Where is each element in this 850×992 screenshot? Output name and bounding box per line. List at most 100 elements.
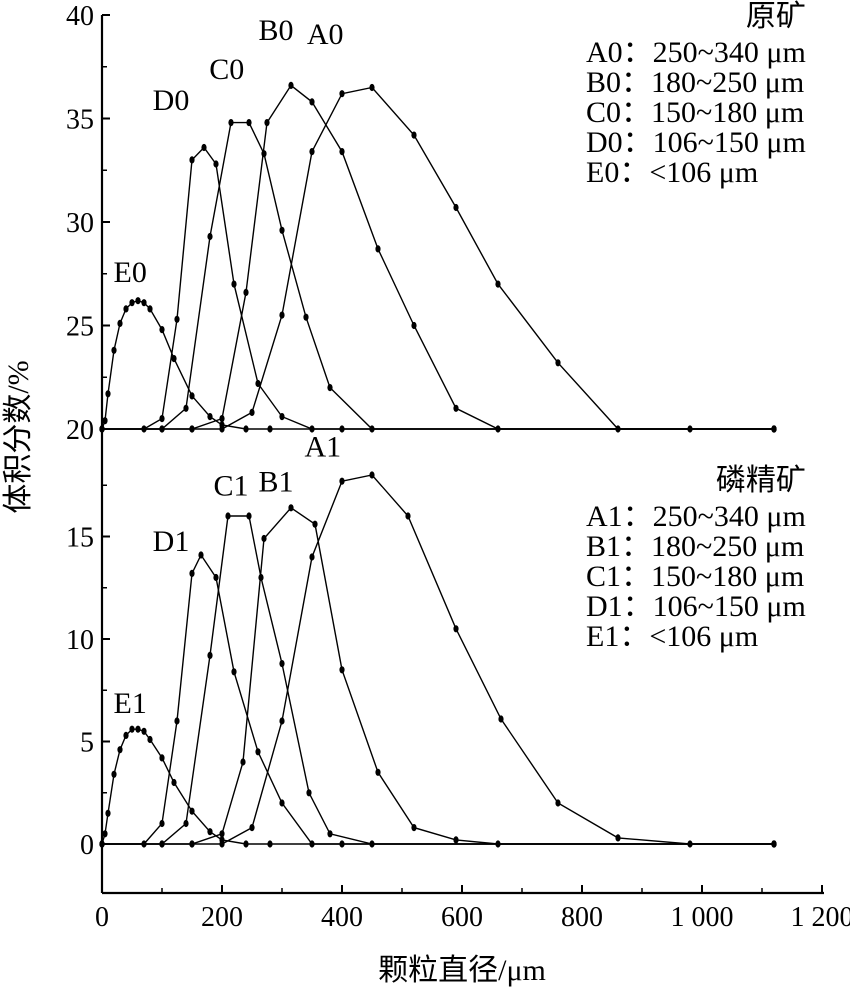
data-point-e1 xyxy=(171,778,177,787)
data-point-a1 xyxy=(279,717,285,725)
data-point-a0 xyxy=(309,148,315,156)
legend-entry-e1: E1：<106 μm xyxy=(586,620,759,653)
data-point-d1 xyxy=(213,573,219,582)
y-tick-label: 5 xyxy=(80,728,94,759)
data-point-c0 xyxy=(327,384,333,392)
data-point-e1 xyxy=(189,807,195,815)
data-point-b0 xyxy=(264,119,270,127)
series-label-b0: B0 xyxy=(258,14,293,47)
data-point-e0 xyxy=(117,319,123,327)
data-point-c1 xyxy=(279,660,285,668)
data-point-c1 xyxy=(327,830,333,838)
data-point-a1 xyxy=(555,799,561,807)
x-tick-label: 600 xyxy=(441,902,483,933)
data-point-e0 xyxy=(243,425,249,433)
data-point-e1 xyxy=(267,840,273,848)
data-point-d1 xyxy=(174,717,180,725)
data-point-e1 xyxy=(123,731,129,740)
data-point-c1 xyxy=(183,819,189,828)
data-point-d1 xyxy=(231,668,237,676)
series-labels: A0 B0 C0 D0 E0 A1 B1 C1 D1 E1 xyxy=(114,14,344,720)
data-point-b1 xyxy=(312,520,318,528)
data-point-a1 xyxy=(453,625,459,633)
data-point-c1 xyxy=(207,651,213,660)
series-line-c1 xyxy=(102,515,774,845)
data-point-c1 xyxy=(225,512,231,520)
y-tick-label: 40 xyxy=(66,1,94,32)
data-point-e0 xyxy=(159,326,165,334)
data-point-d1 xyxy=(159,819,165,828)
data-point-d1 xyxy=(141,840,147,848)
data-point-b1 xyxy=(219,830,225,838)
data-point-b0 xyxy=(453,404,459,412)
data-point-d0 xyxy=(141,425,147,433)
legend-entry-a1: A1：250~340 μm xyxy=(586,500,806,533)
data-point-e1 xyxy=(102,830,108,838)
legend-entry-b0: B0：180~250 μm xyxy=(586,66,805,99)
data-point-e1 xyxy=(129,725,135,733)
data-point-d0 xyxy=(159,415,165,423)
data-point-d0 xyxy=(255,379,261,388)
data-point-e1 xyxy=(135,725,141,733)
data-point-a1 xyxy=(249,824,255,832)
data-point-e1 xyxy=(111,770,117,778)
legend-top: 原矿 A0：250~340 μm B0：180~250 μm C0：150~18… xyxy=(586,2,806,188)
data-point-e1 xyxy=(243,840,249,848)
legend-entry-c1: C1：150~180 μm xyxy=(586,560,805,593)
series-label-e0: E0 xyxy=(114,256,147,289)
data-point-e0 xyxy=(102,417,108,425)
data-point-e1 xyxy=(771,840,777,848)
y-tick-label: 0 xyxy=(80,830,94,861)
y-tick-label: 30 xyxy=(66,208,94,239)
x-axis-label: 颗粒直径/μm xyxy=(378,954,546,987)
legend-entry-a0: A0：250~340 μm xyxy=(586,36,806,69)
series-label-c1: C1 xyxy=(213,470,248,503)
data-point-b0 xyxy=(375,245,381,253)
data-point-e0 xyxy=(105,390,111,398)
data-point-e1 xyxy=(159,754,165,762)
legend-top-title: 原矿 xyxy=(745,0,806,33)
data-point-b1 xyxy=(240,758,246,766)
data-point-b1 xyxy=(189,840,195,848)
data-point-e0 xyxy=(207,413,213,421)
data-point-a0 xyxy=(339,90,345,98)
data-point-e1 xyxy=(141,727,147,735)
data-point-b1 xyxy=(411,824,417,832)
data-point-c0 xyxy=(303,313,309,321)
data-point-c1 xyxy=(258,573,264,582)
data-point-e0 xyxy=(171,355,177,363)
x-tick-label: 1 200 xyxy=(791,902,850,933)
data-point-e0 xyxy=(771,425,777,433)
data-point-a0 xyxy=(279,311,285,319)
data-point-e1 xyxy=(207,828,213,836)
x-tick-label: 800 xyxy=(561,902,603,933)
y-tick-label: 35 xyxy=(66,105,94,136)
data-point-a1 xyxy=(369,471,375,479)
legend-entry-c0: C0：150~180 μm xyxy=(586,96,805,129)
series-line-b1 xyxy=(102,506,774,845)
series-label-e1: E1 xyxy=(114,687,147,720)
series-label-d0: D0 xyxy=(153,84,190,117)
series-lines xyxy=(99,81,777,848)
series-label-a0: A0 xyxy=(307,18,344,51)
data-point-a0 xyxy=(555,359,561,367)
data-point-b0 xyxy=(339,148,345,156)
data-point-e0 xyxy=(123,305,129,313)
data-point-c0 xyxy=(183,404,189,412)
legend-entry-e0: E0：<106 μm xyxy=(586,156,759,189)
data-point-b0 xyxy=(288,81,294,89)
data-point-e1 xyxy=(219,836,225,844)
y-tick-label: 10 xyxy=(66,625,94,656)
data-point-b1 xyxy=(339,666,345,674)
data-point-a1 xyxy=(498,715,504,723)
data-point-e1 xyxy=(99,840,105,848)
data-point-e1 xyxy=(147,735,153,744)
legend-bottom-title: 磷精矿 xyxy=(715,464,806,497)
series-label-b1: B1 xyxy=(258,465,293,498)
data-point-c1 xyxy=(306,789,312,797)
x-tick-label: 400 xyxy=(321,902,363,933)
data-point-b1 xyxy=(375,768,381,776)
data-point-a1 xyxy=(615,834,621,842)
x-tick-label: 200 xyxy=(201,902,243,933)
data-point-e0 xyxy=(111,346,117,354)
